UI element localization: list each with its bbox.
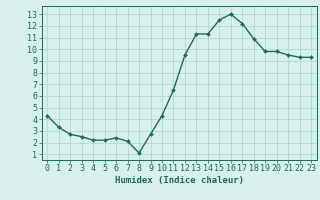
X-axis label: Humidex (Indice chaleur): Humidex (Indice chaleur) [115, 176, 244, 185]
